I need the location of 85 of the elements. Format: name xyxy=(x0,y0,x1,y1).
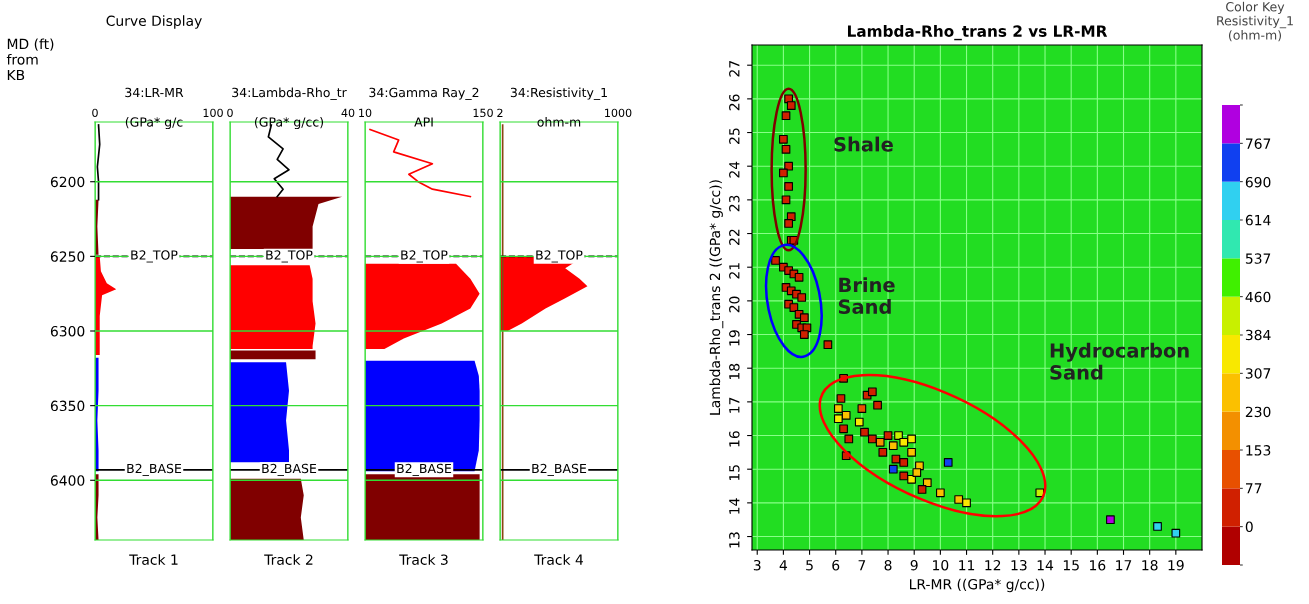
color-bar-label: 384 xyxy=(1245,329,1271,341)
y-tick-label: 14 xyxy=(729,498,740,514)
y-tick-label: 23 xyxy=(729,195,740,212)
y-tick-label: 18 xyxy=(729,363,740,380)
y-tick-label: 6350 xyxy=(50,400,85,412)
y-tick-label: 16 xyxy=(729,431,740,447)
x-tick-label: 100 xyxy=(203,108,223,118)
y-tick-label: 6250 xyxy=(50,251,85,262)
y-tick-label: 6300 xyxy=(50,325,85,337)
x-tick-label: 14 xyxy=(1037,560,1054,571)
chart-title: Curve Display xyxy=(106,15,202,29)
color-bar-label: 230 xyxy=(1245,406,1271,418)
y-tick-label: 21 xyxy=(729,263,740,279)
x-tick-label: 40 xyxy=(341,108,355,118)
ref-line-label: B2_BASE xyxy=(397,463,452,476)
chart-title: Lambda-Rho_trans 2 vs LR-MR xyxy=(847,25,1108,41)
y-tick-label: 26 xyxy=(729,94,740,111)
x-tick-label: 150 xyxy=(473,108,493,118)
color-bar-label: 153 xyxy=(1246,445,1271,456)
annotation: Shale xyxy=(834,136,893,152)
x-axis-title: API xyxy=(414,117,433,127)
x-axis-title: (GPa* g/c xyxy=(125,117,183,130)
x-tick-label: 9 xyxy=(910,559,918,571)
x-tick-label: 4 xyxy=(779,560,788,571)
x-tick-label: 16 xyxy=(1090,559,1106,571)
x-tick-label: 0 xyxy=(227,108,233,118)
x-axis-title: ohm-m xyxy=(537,117,581,127)
y-tick-label: 19 xyxy=(729,330,740,346)
chart-subtitle: 34:LR-MR xyxy=(125,87,184,98)
color-bar-title: Color Key Resistivity_1 (ohm-m) xyxy=(1217,1,1293,42)
annotation: Hydrocarbon Sand xyxy=(1050,342,1189,380)
ref-line-label: B2_TOP xyxy=(536,250,583,263)
text: Track 3 xyxy=(399,554,448,565)
x-tick-label: 10 xyxy=(359,108,372,118)
text: Track 4 xyxy=(534,554,584,565)
ref-line-label: B2_BASE xyxy=(262,463,317,476)
color-bar-label: 614 xyxy=(1245,214,1271,226)
x-tick-label: 12 xyxy=(985,559,1001,571)
color-bar-label: 307 xyxy=(1245,368,1271,379)
ref-line-label: B2_BASE xyxy=(127,463,182,476)
x-tick-label: 15 xyxy=(1063,560,1079,571)
chart-subtitle: 34:Resistivity_1 xyxy=(510,87,607,100)
color-bar-label: 537 xyxy=(1245,253,1271,264)
x-axis-title: (GPa* g/cc) xyxy=(254,117,324,130)
y-tick-label: 15 xyxy=(729,465,740,481)
x-tick-label: 5 xyxy=(806,560,813,571)
ref-line-label: B2_TOP xyxy=(131,250,178,263)
color-bar-label: 77 xyxy=(1246,483,1262,494)
ref-line-label: B2_BASE xyxy=(532,463,587,476)
ref-line-label: B2_TOP xyxy=(266,250,313,263)
y-tick-label: 25 xyxy=(729,128,740,144)
annotation: Brine Sand xyxy=(838,277,895,315)
y-tick-label: 13 xyxy=(729,532,740,548)
y-tick-label: 17 xyxy=(729,397,740,413)
x-axis-title: LR-MR ((GPa* g/cc)) xyxy=(910,578,1045,593)
color-bar-label: 690 xyxy=(1245,176,1271,188)
y-tick-label: 20 xyxy=(729,296,740,313)
x-tick-label: 13 xyxy=(1011,559,1027,571)
y-axis-title: MD (ft) from KB xyxy=(6,38,54,81)
ref-line-label: B2_TOP xyxy=(401,250,448,263)
y-tick-label: 22 xyxy=(729,229,740,245)
x-tick-label: 0 xyxy=(92,108,98,118)
chart-subtitle: 34:Gamma Ray_2 xyxy=(369,87,479,100)
x-tick-label: 19 xyxy=(1168,559,1184,571)
x-tick-label: 11 xyxy=(959,560,975,571)
y-tick-label: 6200 xyxy=(50,176,85,188)
x-tick-label: 8 xyxy=(884,559,892,571)
x-tick-label: 7 xyxy=(858,560,866,571)
y-tick-label: 6400 xyxy=(50,475,85,486)
x-tick-label: 10 xyxy=(933,559,949,571)
y-tick-label: 24 xyxy=(729,161,740,178)
y-tick-label: 27 xyxy=(729,61,740,77)
x-tick-label: 18 xyxy=(1142,559,1158,571)
x-tick-label: 17 xyxy=(1116,560,1132,571)
color-bar-label: 460 xyxy=(1245,291,1271,303)
chart-subtitle: 34:Lambda-Rho_tr xyxy=(232,87,347,100)
x-tick-label: 3 xyxy=(753,559,761,571)
x-tick-label: 2 xyxy=(497,108,503,117)
text: Track 2 xyxy=(264,554,313,565)
x-tick-label: 6 xyxy=(832,559,840,571)
color-bar-label: 0 xyxy=(1245,521,1253,533)
x-tick-label: 1000 xyxy=(605,108,632,118)
color-bar-label: 767 xyxy=(1246,138,1271,149)
y-axis-title: Lambda-Rho_trans 2 ((GPa* g/cc)) xyxy=(709,180,724,415)
text: Track 1 xyxy=(129,554,178,565)
